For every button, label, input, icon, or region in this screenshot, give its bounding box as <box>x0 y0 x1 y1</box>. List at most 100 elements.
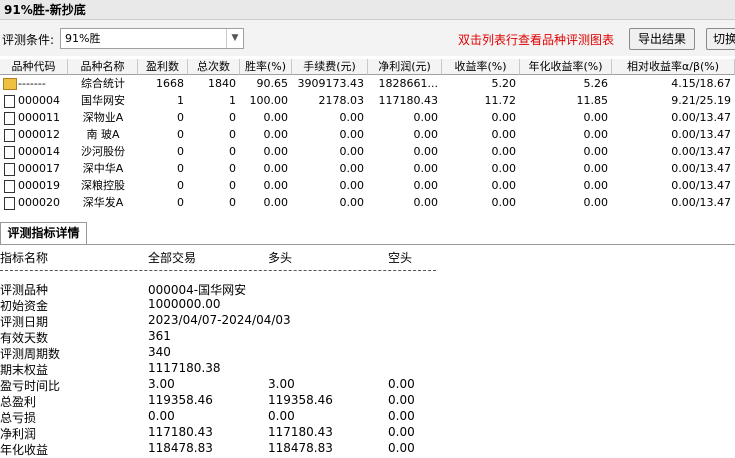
export-button[interactable]: 导出结果 <box>629 28 695 50</box>
detail-cell: 0.00 <box>388 393 415 407</box>
detail-cell: 118478.83 <box>148 441 213 455</box>
detail-cell: 117180.43 <box>148 425 213 439</box>
detail-cell: 2023/04/07-2024/04/03 <box>148 313 291 327</box>
detail-cell: 119358.46 <box>268 393 333 407</box>
table-cell: 0.00 <box>263 162 289 175</box>
table-cell: 9.21/25.19 <box>671 94 731 107</box>
column-header: 收益率(%) <box>442 59 520 75</box>
table-cell: 0.00 <box>583 196 609 209</box>
table-cell: 深华发A <box>82 196 124 209</box>
detail-cell: 3.00 <box>268 377 295 391</box>
column-header: 总次数 <box>188 59 240 75</box>
detail-cell: 盈亏时间比 <box>0 379 61 393</box>
table-cell: 11.72 <box>484 94 517 107</box>
table-cell: 000017 <box>18 162 60 175</box>
detail-cell: 期末权益 <box>0 363 49 377</box>
detail-cell: 0.00 <box>388 441 415 455</box>
table-cell: 综合统计 <box>81 77 125 90</box>
table-cell: 0.00 <box>339 162 365 175</box>
detail-cell: 0.00 <box>388 377 415 391</box>
table-cell: 4.15/18.67 <box>671 77 731 90</box>
table-cell: 000014 <box>18 145 60 158</box>
detail-cell: 0.00 <box>268 409 295 423</box>
detail-cell: 总盈利 <box>0 395 37 409</box>
column-header: 净利润(元) <box>368 59 442 75</box>
table-cell: 0 <box>177 162 184 175</box>
table-cell: 1 <box>177 94 184 107</box>
table-cell: 0.00 <box>491 145 517 158</box>
table-cell: 南 玻A <box>86 128 120 141</box>
table-cell: 0 <box>229 111 236 124</box>
column-header: 品种名称 <box>68 59 138 75</box>
condition-label: 评测条件: <box>2 33 55 47</box>
tab-separator <box>0 244 735 245</box>
table-cell: 100.00 <box>249 94 289 107</box>
detail-cell: 1117180.38 <box>148 361 221 375</box>
doc-icon <box>4 95 15 108</box>
table-cell: 0.00/13.47 <box>671 145 731 158</box>
table-cell: 5.20 <box>491 77 517 90</box>
title-bar: 91%胜-新抄底 <box>0 0 735 20</box>
table-cell: 0.00 <box>263 128 289 141</box>
table-cell: 1668 <box>156 77 184 90</box>
detail-cell: 评测日期 <box>0 315 49 329</box>
column-header: 品种代码 <box>0 59 68 75</box>
table-cell: 0 <box>177 128 184 141</box>
doc-icon <box>4 112 15 125</box>
table-cell: 0.00 <box>583 162 609 175</box>
table-cell: 0 <box>229 179 236 192</box>
detail-cell: 117180.43 <box>268 425 333 439</box>
table-cell: 1828661... <box>378 77 438 90</box>
switch-button[interactable]: 切换 <box>706 28 735 50</box>
table-cell: 0.00 <box>413 111 439 124</box>
select-arrow[interactable]: ▼ <box>226 29 243 48</box>
detail-cell: 0.00 <box>148 409 175 423</box>
doc-icon <box>4 146 15 159</box>
table-cell: 0.00 <box>583 179 609 192</box>
table-cell: 0.00 <box>263 145 289 158</box>
table-cell: 0.00 <box>413 179 439 192</box>
table-cell: 0.00 <box>583 145 609 158</box>
table-cell: 2178.03 <box>318 94 365 107</box>
column-header: 年化收益率(%) <box>520 59 612 75</box>
detail-cell: 340 <box>148 345 171 359</box>
column-header: 手续费(元) <box>292 59 368 75</box>
table-cell: 0.00 <box>491 162 517 175</box>
column-header: 相对收益率α/β(%) <box>612 59 735 75</box>
table-cell: 0.00 <box>263 196 289 209</box>
table-cell: 0.00/13.47 <box>671 196 731 209</box>
doc-icon <box>4 163 15 176</box>
table-cell: 0.00 <box>413 145 439 158</box>
detail-cell: 000004-国华网安 <box>148 283 247 297</box>
detail-header: 全部交易 <box>148 251 197 265</box>
dashed-line <box>0 270 436 271</box>
table-cell: 11.85 <box>576 94 609 107</box>
table-cell: 0 <box>177 111 184 124</box>
detail-cell: 评测周期数 <box>0 347 61 361</box>
doc-icon <box>4 129 15 142</box>
column-header: 胜率(%) <box>240 59 292 75</box>
detail-header: 空头 <box>388 251 413 265</box>
table-cell: 0.00 <box>339 111 365 124</box>
table-cell: 0 <box>229 196 236 209</box>
table-cell: ------- <box>18 77 46 90</box>
table-cell: 0.00/13.47 <box>671 111 731 124</box>
detail-cell: 有效天数 <box>0 331 49 345</box>
condition-select[interactable]: 91%胜 <box>60 28 244 49</box>
table-cell: 0.00/13.47 <box>671 179 731 192</box>
table-cell: 0.00 <box>339 128 365 141</box>
table-cell: 深粮控股 <box>81 179 125 192</box>
table-cell: 深中华A <box>82 162 124 175</box>
detail-cell: 119358.46 <box>148 393 213 407</box>
detail-cell: 年化收益 <box>0 443 49 457</box>
table-cell: 0.00 <box>339 196 365 209</box>
tab[interactable]: 评测指标详情 <box>0 222 87 244</box>
table-cell: 0 <box>177 196 184 209</box>
table-cell: 深物业A <box>82 111 124 124</box>
table-cell: 000020 <box>18 196 60 209</box>
detail-cell: 总亏损 <box>0 411 37 425</box>
doc-icon <box>4 197 15 210</box>
detail-header: 多头 <box>268 251 293 265</box>
